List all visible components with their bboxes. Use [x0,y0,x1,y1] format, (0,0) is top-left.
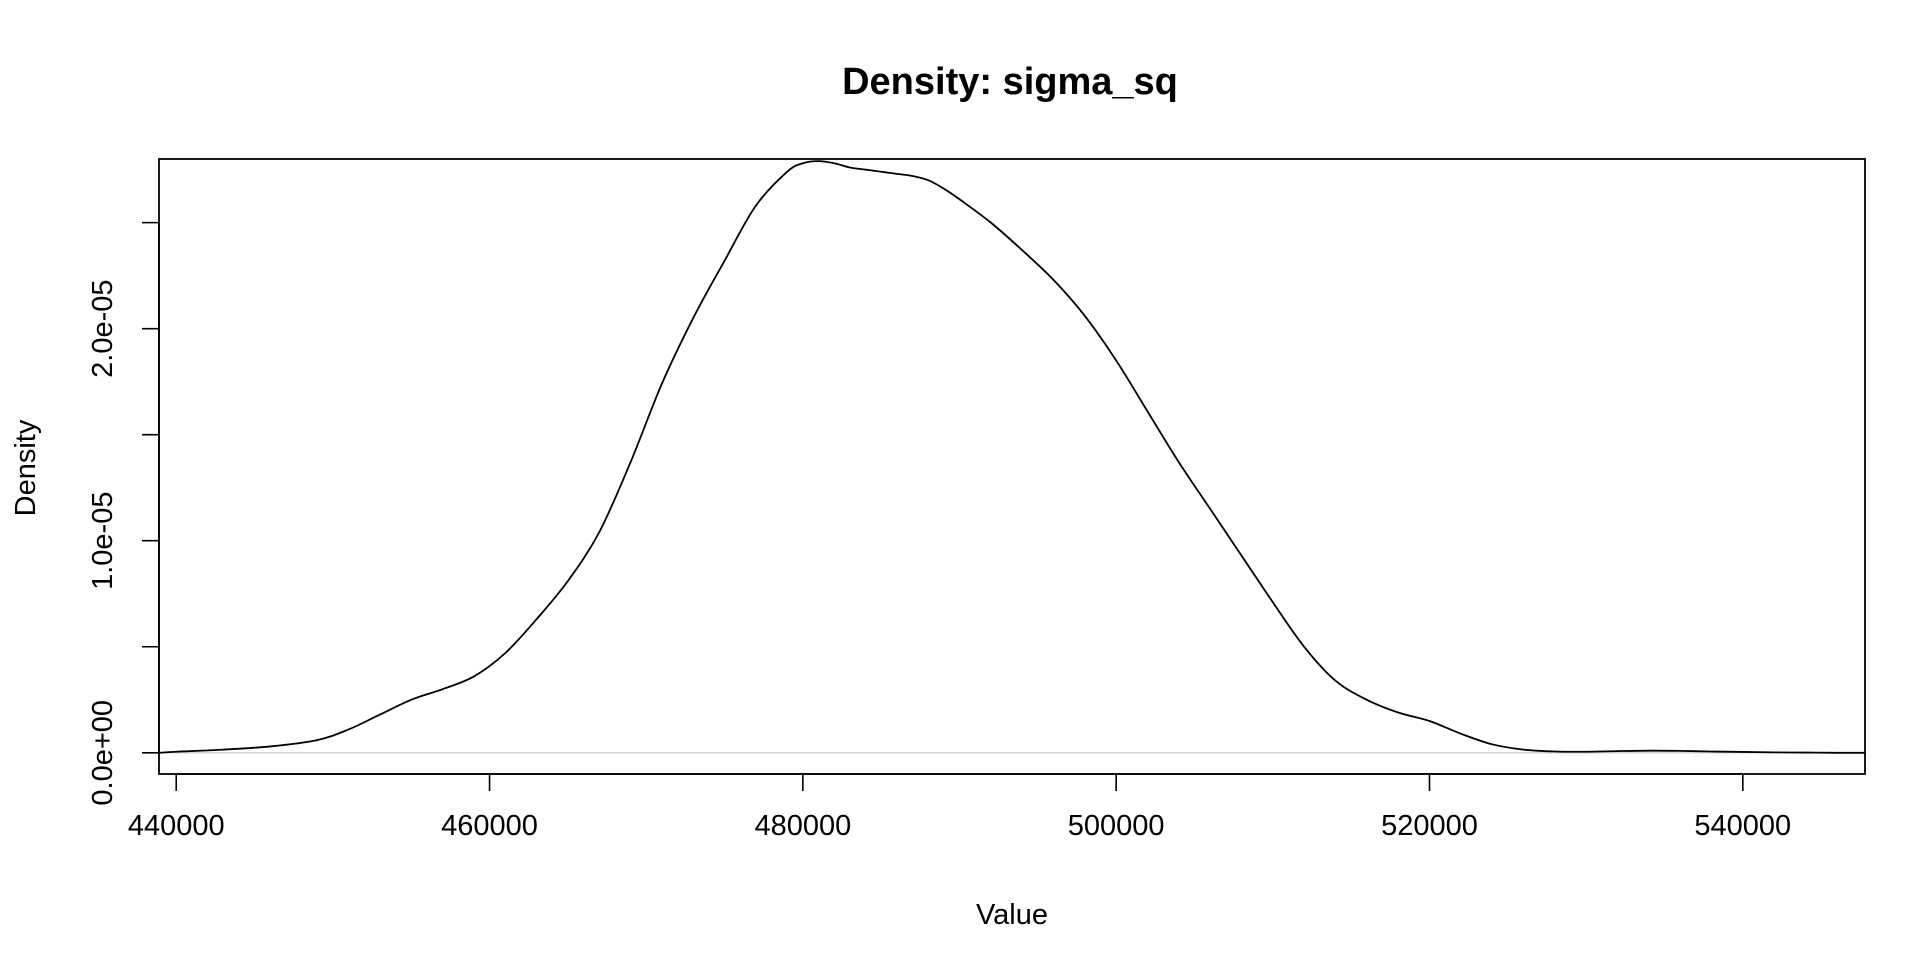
x-axis-label: Value [976,899,1048,931]
x-axis-ticks: 440000 460000 480000 500000 520000 540000 [128,774,1791,842]
y-axis-label: Density [10,419,42,516]
x-axis-tick-label: 440000 [128,810,225,842]
x-axis-tick-label: 500000 [1068,810,1165,842]
y-axis-ticks: 0.0e+00 1.0e-05 2.0e-05 [87,221,159,806]
x-axis-tick-label: 520000 [1381,810,1478,842]
plot-area [158,158,1866,775]
density-curve [158,160,1866,754]
x-axis-tick-label: 460000 [441,810,538,842]
x-axis-tick-label: 540000 [1694,810,1791,842]
chart-title: Density: sigma_sq [842,61,1178,103]
y-axis-tick-label: 0.0e+00 [87,700,119,806]
x-axis-tick-label: 480000 [754,810,851,842]
y-axis-tick-label: 1.0e-05 [87,492,119,590]
y-axis-tick-label: 2.0e-05 [87,279,119,377]
